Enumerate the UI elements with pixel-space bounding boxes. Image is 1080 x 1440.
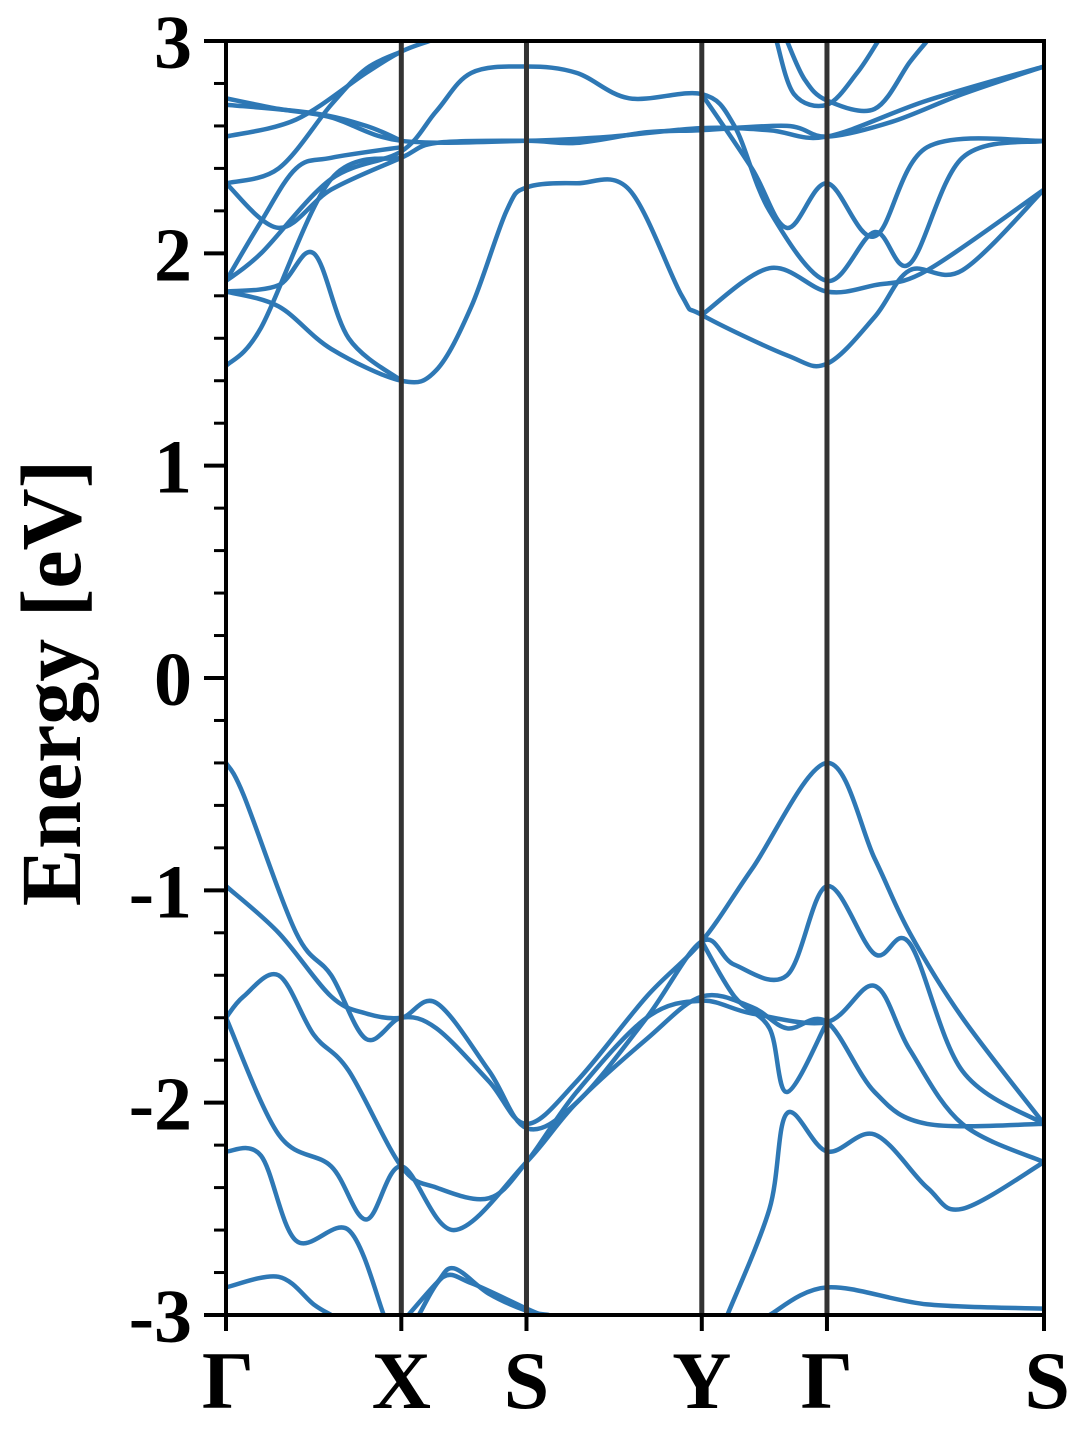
y-major-ticks bbox=[204, 39, 226, 1317]
x-tick-label: X bbox=[372, 1335, 431, 1426]
band-line bbox=[784, 41, 930, 114]
y-tick-labels: -3 -2 -1 0 1 2 3 bbox=[129, 1, 192, 1359]
high-symmetry-dividers bbox=[224, 41, 1046, 1331]
band-line bbox=[416, 1272, 544, 1315]
band-line bbox=[226, 64, 1044, 145]
band-line bbox=[226, 249, 404, 383]
band-line bbox=[699, 939, 830, 1095]
y-tick-label: -2 bbox=[129, 1063, 192, 1147]
band-line bbox=[226, 144, 404, 284]
band-line bbox=[226, 971, 1044, 1202]
band-line bbox=[226, 102, 404, 144]
band-line bbox=[767, 1285, 1044, 1315]
band-line bbox=[226, 155, 404, 369]
y-tick-label: 0 bbox=[154, 638, 192, 722]
x-tick-label: S bbox=[504, 1335, 550, 1426]
band-line bbox=[699, 187, 1044, 318]
x-tick-label: Γ bbox=[202, 1335, 254, 1426]
band-line bbox=[226, 992, 1044, 1233]
band-line bbox=[226, 760, 1044, 1127]
band-lines bbox=[226, 41, 1044, 1315]
x-tick-label: Y bbox=[672, 1335, 731, 1426]
band-line bbox=[226, 64, 1044, 231]
plot-frame bbox=[224, 39, 1046, 1317]
band-line bbox=[725, 1109, 1044, 1315]
band-line bbox=[226, 177, 1044, 385]
band-line bbox=[226, 1145, 387, 1315]
y-tick-label: 3 bbox=[154, 1, 192, 85]
x-tick-label: Γ bbox=[801, 1335, 853, 1426]
x-tick-label: S bbox=[1024, 1335, 1070, 1426]
band-line bbox=[699, 91, 1044, 239]
y-tick-label: -3 bbox=[129, 1275, 192, 1359]
band-line bbox=[226, 1274, 334, 1315]
band-line bbox=[226, 64, 1044, 284]
y-tick-label: 1 bbox=[154, 426, 192, 510]
band-line bbox=[226, 41, 432, 139]
y-tick-label: -1 bbox=[129, 850, 192, 934]
band-line bbox=[226, 49, 404, 186]
y-tick-label: 2 bbox=[154, 213, 192, 297]
y-axis-title: Energy [eV] bbox=[3, 460, 99, 907]
